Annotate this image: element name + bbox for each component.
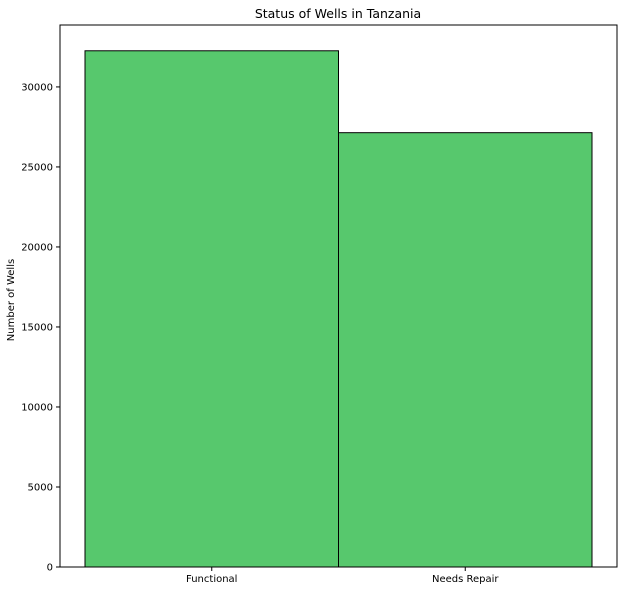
- y-tick-label: 10000: [21, 402, 53, 413]
- x-tick-label: Functional: [186, 574, 237, 585]
- bar-needs-repair: [338, 132, 593, 568]
- x-axis-ticks: Functional Needs Repair: [186, 567, 499, 585]
- plot-frame: [59, 24, 618, 568]
- y-tick-label: 25000: [21, 162, 53, 173]
- chart-title: Status of Wells in Tanzania: [255, 6, 421, 21]
- bars-group: [84, 50, 593, 568]
- y-tick-label: 30000: [21, 82, 53, 93]
- y-tick-label: 5000: [28, 482, 53, 493]
- y-tick-label: 0: [47, 563, 53, 574]
- x-tick-label: Needs Repair: [432, 574, 499, 585]
- y-tick-label: 15000: [21, 322, 53, 333]
- y-tick-label: 20000: [21, 242, 53, 253]
- bar-functional: [84, 50, 339, 568]
- y-axis-label: Number of Wells: [6, 259, 17, 341]
- y-axis-ticks: 0 5000 10000 15000 20000 25000 30000: [21, 82, 60, 574]
